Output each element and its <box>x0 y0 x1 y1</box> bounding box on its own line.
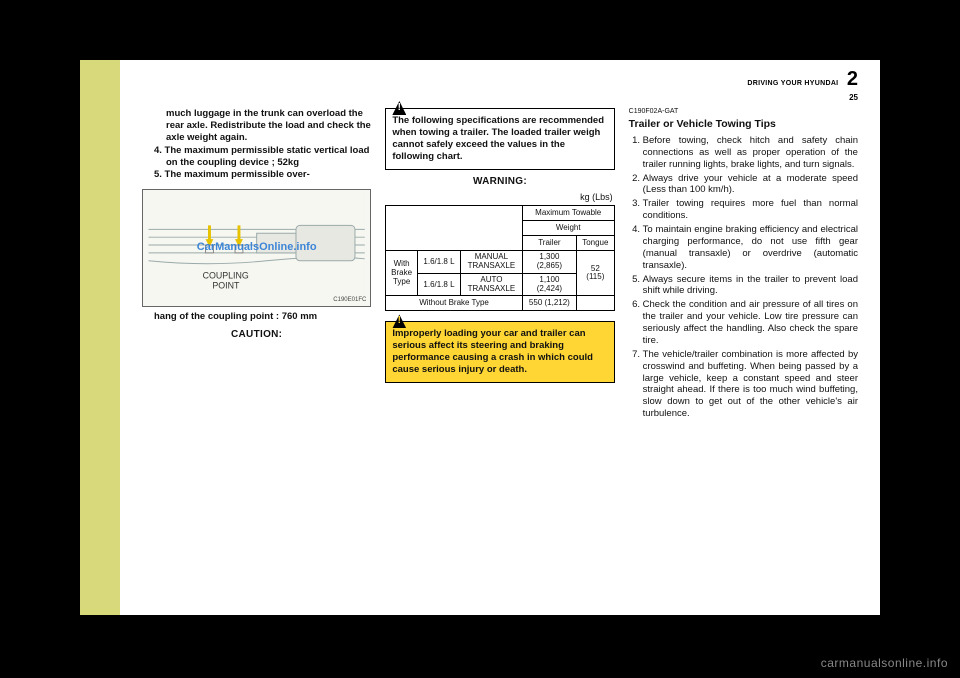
coupling-figure: COUPLING POINT CarManualsOnline.info C19… <box>142 189 371 307</box>
caution-label: CAUTION: <box>142 329 371 342</box>
column-3: C190F02A-GAT Trailer or Vehicle Towing T… <box>629 108 858 422</box>
spec-callout: The following specifications are recomme… <box>385 108 614 170</box>
tip-7: The vehicle/trailer combination is more … <box>643 349 858 420</box>
fig-label-2: POINT <box>212 281 240 291</box>
tip-2: Always drive your vehicle at a moderate … <box>643 173 858 197</box>
page-number: 25 <box>747 93 858 102</box>
section-title: DRIVING YOUR HYUNDAI <box>747 80 838 87</box>
figure-code: C190E01FC <box>333 297 366 305</box>
page-header: DRIVING YOUR HYUNDAI 2 25 <box>747 68 858 102</box>
trans1a: MANUAL <box>475 252 508 261</box>
val1a: 1,300 <box>539 252 559 261</box>
tip-6: Check the condition and air pressure of … <box>643 299 858 347</box>
tip-1: Before towing, check hitch and safety ch… <box>643 135 858 171</box>
columns: much luggage in the trunk can overload t… <box>142 108 858 422</box>
towing-spec-table: Maximum Towable Weight Trailer Tongue Wi… <box>385 205 614 311</box>
tips-list: Before towing, check hitch and safety ch… <box>629 135 858 420</box>
row-without: Without Brake Type <box>386 296 522 311</box>
warning-callout: Improperly loading your car and trailer … <box>385 321 614 383</box>
chapter-number: 2 <box>847 68 858 91</box>
col1-continuation: much luggage in the trunk can overload t… <box>154 108 371 144</box>
val1b: (2,865) <box>537 261 562 270</box>
row-with: With <box>394 259 410 268</box>
section-code: C190F02A-GAT <box>629 108 858 117</box>
color-sidebar <box>80 60 120 615</box>
warning-callout-text: Improperly loading your car and trailer … <box>392 328 593 375</box>
row-brake: Brake <box>391 268 412 277</box>
col1-overhang: hang of the coupling point : 760 mm <box>142 311 371 323</box>
eng2: 1.6/1.8 L <box>417 273 460 296</box>
tonguea: 52 <box>591 264 600 273</box>
warning-icon <box>392 314 406 328</box>
col1-list: much luggage in the trunk can overload t… <box>142 108 371 181</box>
trans1b: TRANSAXLE <box>468 261 516 270</box>
trans2b: TRANSAXLE <box>468 284 516 293</box>
th-tongue: Tongue <box>577 236 615 251</box>
tip-4: To maintain engine braking efficiency an… <box>643 224 858 272</box>
col1-item-5: 5. The maximum permissible over- <box>154 169 371 181</box>
page-content: DRIVING YOUR HYUNDAI 2 25 much luggage i… <box>120 60 880 615</box>
spec-callout-text: The following specifications are recomme… <box>392 115 604 162</box>
tongueb: (115) <box>586 272 604 281</box>
warning-label: WARNING: <box>385 176 614 189</box>
units-label: kg (Lbs) <box>385 192 612 203</box>
val2b: (2,424) <box>537 284 562 293</box>
manual-page: DRIVING YOUR HYUNDAI 2 25 much luggage i… <box>80 60 880 615</box>
column-2: The following specifications are recomme… <box>385 108 614 422</box>
tip-5: Always secure items in the trailer to pr… <box>643 274 858 298</box>
val2a: 1,100 <box>539 275 559 284</box>
fig-label: COUPLING <box>203 271 249 281</box>
th-max: Maximum Towable <box>522 206 614 221</box>
th-trailer: Trailer <box>522 236 576 251</box>
trans2a: AUTO <box>480 275 502 284</box>
eng1: 1.6/1.8 L <box>417 251 460 274</box>
coupling-svg: COUPLING POINT <box>143 190 370 306</box>
th-weight: Weight <box>522 221 614 236</box>
footer-watermark: carmanualsonline.info <box>821 656 948 670</box>
wo-val: 550 (1,212) <box>522 296 576 311</box>
tips-heading: Trailer or Vehicle Towing Tips <box>629 118 858 131</box>
tip-3: Trailer towing requires more fuel than n… <box>643 198 858 222</box>
column-1: much luggage in the trunk can overload t… <box>142 108 371 422</box>
row-type: Type <box>393 277 410 286</box>
col1-item-4: 4. The maximum permissible static vertic… <box>154 145 371 169</box>
warning-icon <box>392 101 406 115</box>
